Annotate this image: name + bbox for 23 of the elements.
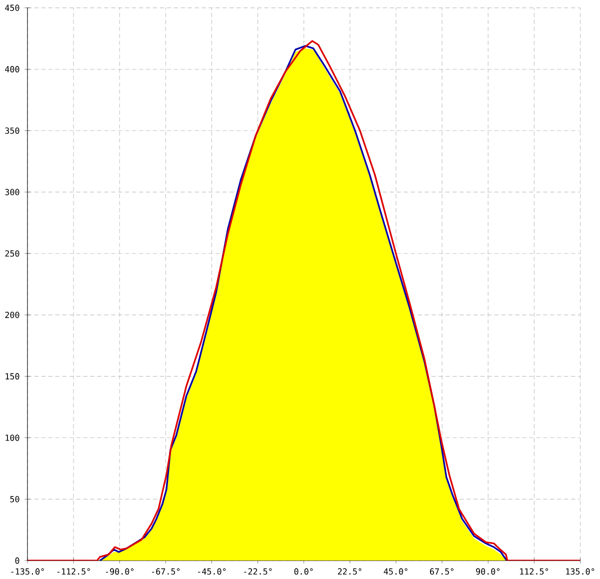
x-tick-label: -135.0° (11, 568, 44, 574)
x-tick-label: -90.0° (106, 568, 134, 574)
x-tick-label: 67.5° (430, 568, 454, 574)
y-tick-label: 100 (6, 434, 20, 441)
y-tick-label: 50 (10, 496, 20, 502)
x-tick-label: -22.5° (244, 568, 272, 574)
x-tick-label: 135.0° (566, 568, 594, 574)
y-tick-label: 300 (5, 188, 20, 196)
y-tick-label: 450 (5, 4, 20, 11)
x-tick-label: 45.0° (384, 568, 408, 574)
y-tick-label: 350 (5, 127, 20, 134)
x-tick-label: 112.5° (520, 568, 548, 574)
x-tick-label: -112.5° (57, 568, 90, 574)
x-tick-label: -67.5° (152, 568, 180, 574)
x-tick-label: 0.0° (294, 568, 313, 574)
y-tick-label: 250 (5, 250, 20, 256)
x-tick-label: 90.0° (476, 568, 500, 574)
y-tick-label: 0 (15, 557, 20, 564)
y-tick-label: 150 (6, 373, 20, 380)
y-tick-label: 400 (5, 66, 20, 72)
x-tick-label: 22.5° (338, 568, 362, 574)
y-tick-label: 200 (5, 312, 20, 318)
x-tick-label: -45.0° (198, 568, 226, 574)
